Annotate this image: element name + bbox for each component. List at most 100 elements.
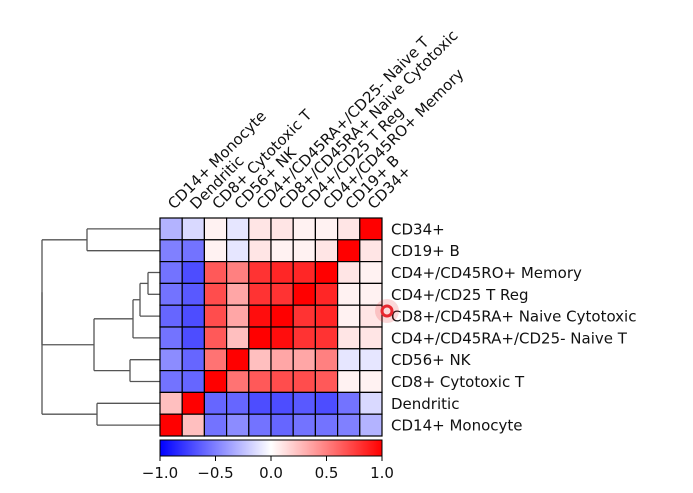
heatmap-cell — [337, 326, 361, 350]
cursor-ring — [380, 304, 394, 318]
heatmap-cell — [181, 217, 205, 241]
heatmap-cell — [314, 282, 339, 306]
heatmap-cell — [159, 370, 183, 394]
heatmap-cell — [226, 217, 250, 241]
heatmap-cell — [314, 391, 339, 415]
heatmap-cell — [226, 370, 250, 394]
row-label: CD34+ — [391, 220, 445, 238]
heatmap-cell — [159, 239, 183, 263]
row-label: CD19+ B — [391, 242, 460, 260]
heatmap-cell — [226, 348, 250, 372]
heatmap-cell — [159, 348, 183, 372]
row-dendrogram — [41, 228, 160, 426]
heatmap-cell — [270, 391, 294, 415]
heatmap-cell — [337, 413, 361, 437]
heatmap-cell — [314, 261, 339, 285]
heatmap-cell — [248, 282, 272, 306]
heatmap-cell — [292, 282, 317, 306]
heatmap-cell — [226, 239, 250, 263]
heatmap-cell — [292, 261, 317, 285]
heatmap-cell — [270, 304, 294, 328]
row-label: CD14+ Monocyte — [391, 417, 522, 435]
heatmap-cell — [359, 391, 383, 415]
heatmap-cell — [337, 304, 361, 328]
colorbar-tick-label: 0.5 — [315, 464, 339, 482]
heatmap-cell — [292, 304, 317, 328]
heatmap-cell — [203, 391, 228, 415]
heatmap-cell — [337, 282, 361, 306]
heatmap-cell — [270, 282, 294, 306]
heatmap-cell — [359, 413, 383, 437]
heatmap-cell — [181, 391, 205, 415]
heatmap-cell — [181, 304, 205, 328]
heatmap-cell — [292, 217, 317, 241]
heatmap-cell — [203, 304, 228, 328]
heatmap-cell — [270, 261, 294, 285]
heatmap-cell — [270, 239, 294, 263]
heatmap-cell — [248, 391, 272, 415]
heatmap-cell — [292, 370, 317, 394]
heatmap-cell — [314, 304, 339, 328]
heatmap-cell — [359, 282, 383, 306]
heatmap-cell — [181, 282, 205, 306]
heatmap-cell — [314, 348, 339, 372]
colorbar-tick-label: −1.0 — [142, 464, 178, 482]
colorbar-tick-label: −0.5 — [197, 464, 233, 482]
cursor-halo — [375, 299, 399, 323]
heatmap-cell — [292, 413, 317, 437]
heatmap-cell — [181, 326, 205, 350]
heatmap-cell — [314, 413, 339, 437]
colorbar-tick-label: 1.0 — [370, 464, 394, 482]
heatmap-cell — [159, 261, 183, 285]
heatmap-cell — [359, 261, 383, 285]
heatmap-cell — [248, 304, 272, 328]
heatmap-cell — [270, 326, 294, 350]
heatmap-cell — [248, 370, 272, 394]
heatmap-cell — [181, 239, 205, 263]
heatmap-cell — [337, 348, 361, 372]
heatmap-cell — [359, 348, 383, 372]
heatmap-cell — [337, 261, 361, 285]
heatmap-cell — [203, 413, 228, 437]
heatmap-cell — [159, 282, 183, 306]
heatmap-cell — [292, 239, 317, 263]
heatmap-cell — [248, 348, 272, 372]
heatmap-cell — [292, 326, 317, 350]
heatmap-cell — [181, 370, 205, 394]
heatmap-cell — [292, 391, 317, 415]
heatmap-cell — [248, 261, 272, 285]
heatmap-cell — [159, 326, 183, 350]
heatmap-cell — [226, 326, 250, 350]
heatmap-cell — [314, 370, 339, 394]
heatmap-cell — [203, 282, 228, 306]
heatmap-cell — [226, 282, 250, 306]
heatmap-cell — [270, 370, 294, 394]
colorbar-gradient — [159, 439, 383, 457]
heatmap-cell — [359, 370, 383, 394]
heatmap-cell — [159, 217, 183, 241]
heatmap-cell — [292, 348, 317, 372]
heatmap-cell — [203, 261, 228, 285]
row-label: CD56+ NK — [391, 351, 472, 369]
heatmap-cell — [359, 239, 383, 263]
heatmap-cell — [337, 239, 361, 263]
heatmap-cell — [159, 304, 183, 328]
heatmap-cells — [159, 217, 383, 437]
heatmap-cell — [181, 261, 205, 285]
heatmap-cell — [248, 239, 272, 263]
heatmap-cell — [181, 348, 205, 372]
colorbar: −1.0 −0.5 0.0 0.5 1.0 — [142, 439, 394, 482]
heatmap-cell — [337, 217, 361, 241]
heatmap-cell — [314, 239, 339, 263]
heatmap-cell — [203, 370, 228, 394]
heatmap-cell — [337, 391, 361, 415]
heatmap-cell — [226, 304, 250, 328]
heatmap-cell — [337, 370, 361, 394]
heatmap-cell — [203, 326, 228, 350]
heatmap-cell — [159, 413, 183, 437]
heatmap-cell — [270, 413, 294, 437]
heatmap-cell — [226, 261, 250, 285]
row-label: CD4+/CD45RO+ Memory — [391, 264, 582, 282]
heatmap-cell — [248, 326, 272, 350]
